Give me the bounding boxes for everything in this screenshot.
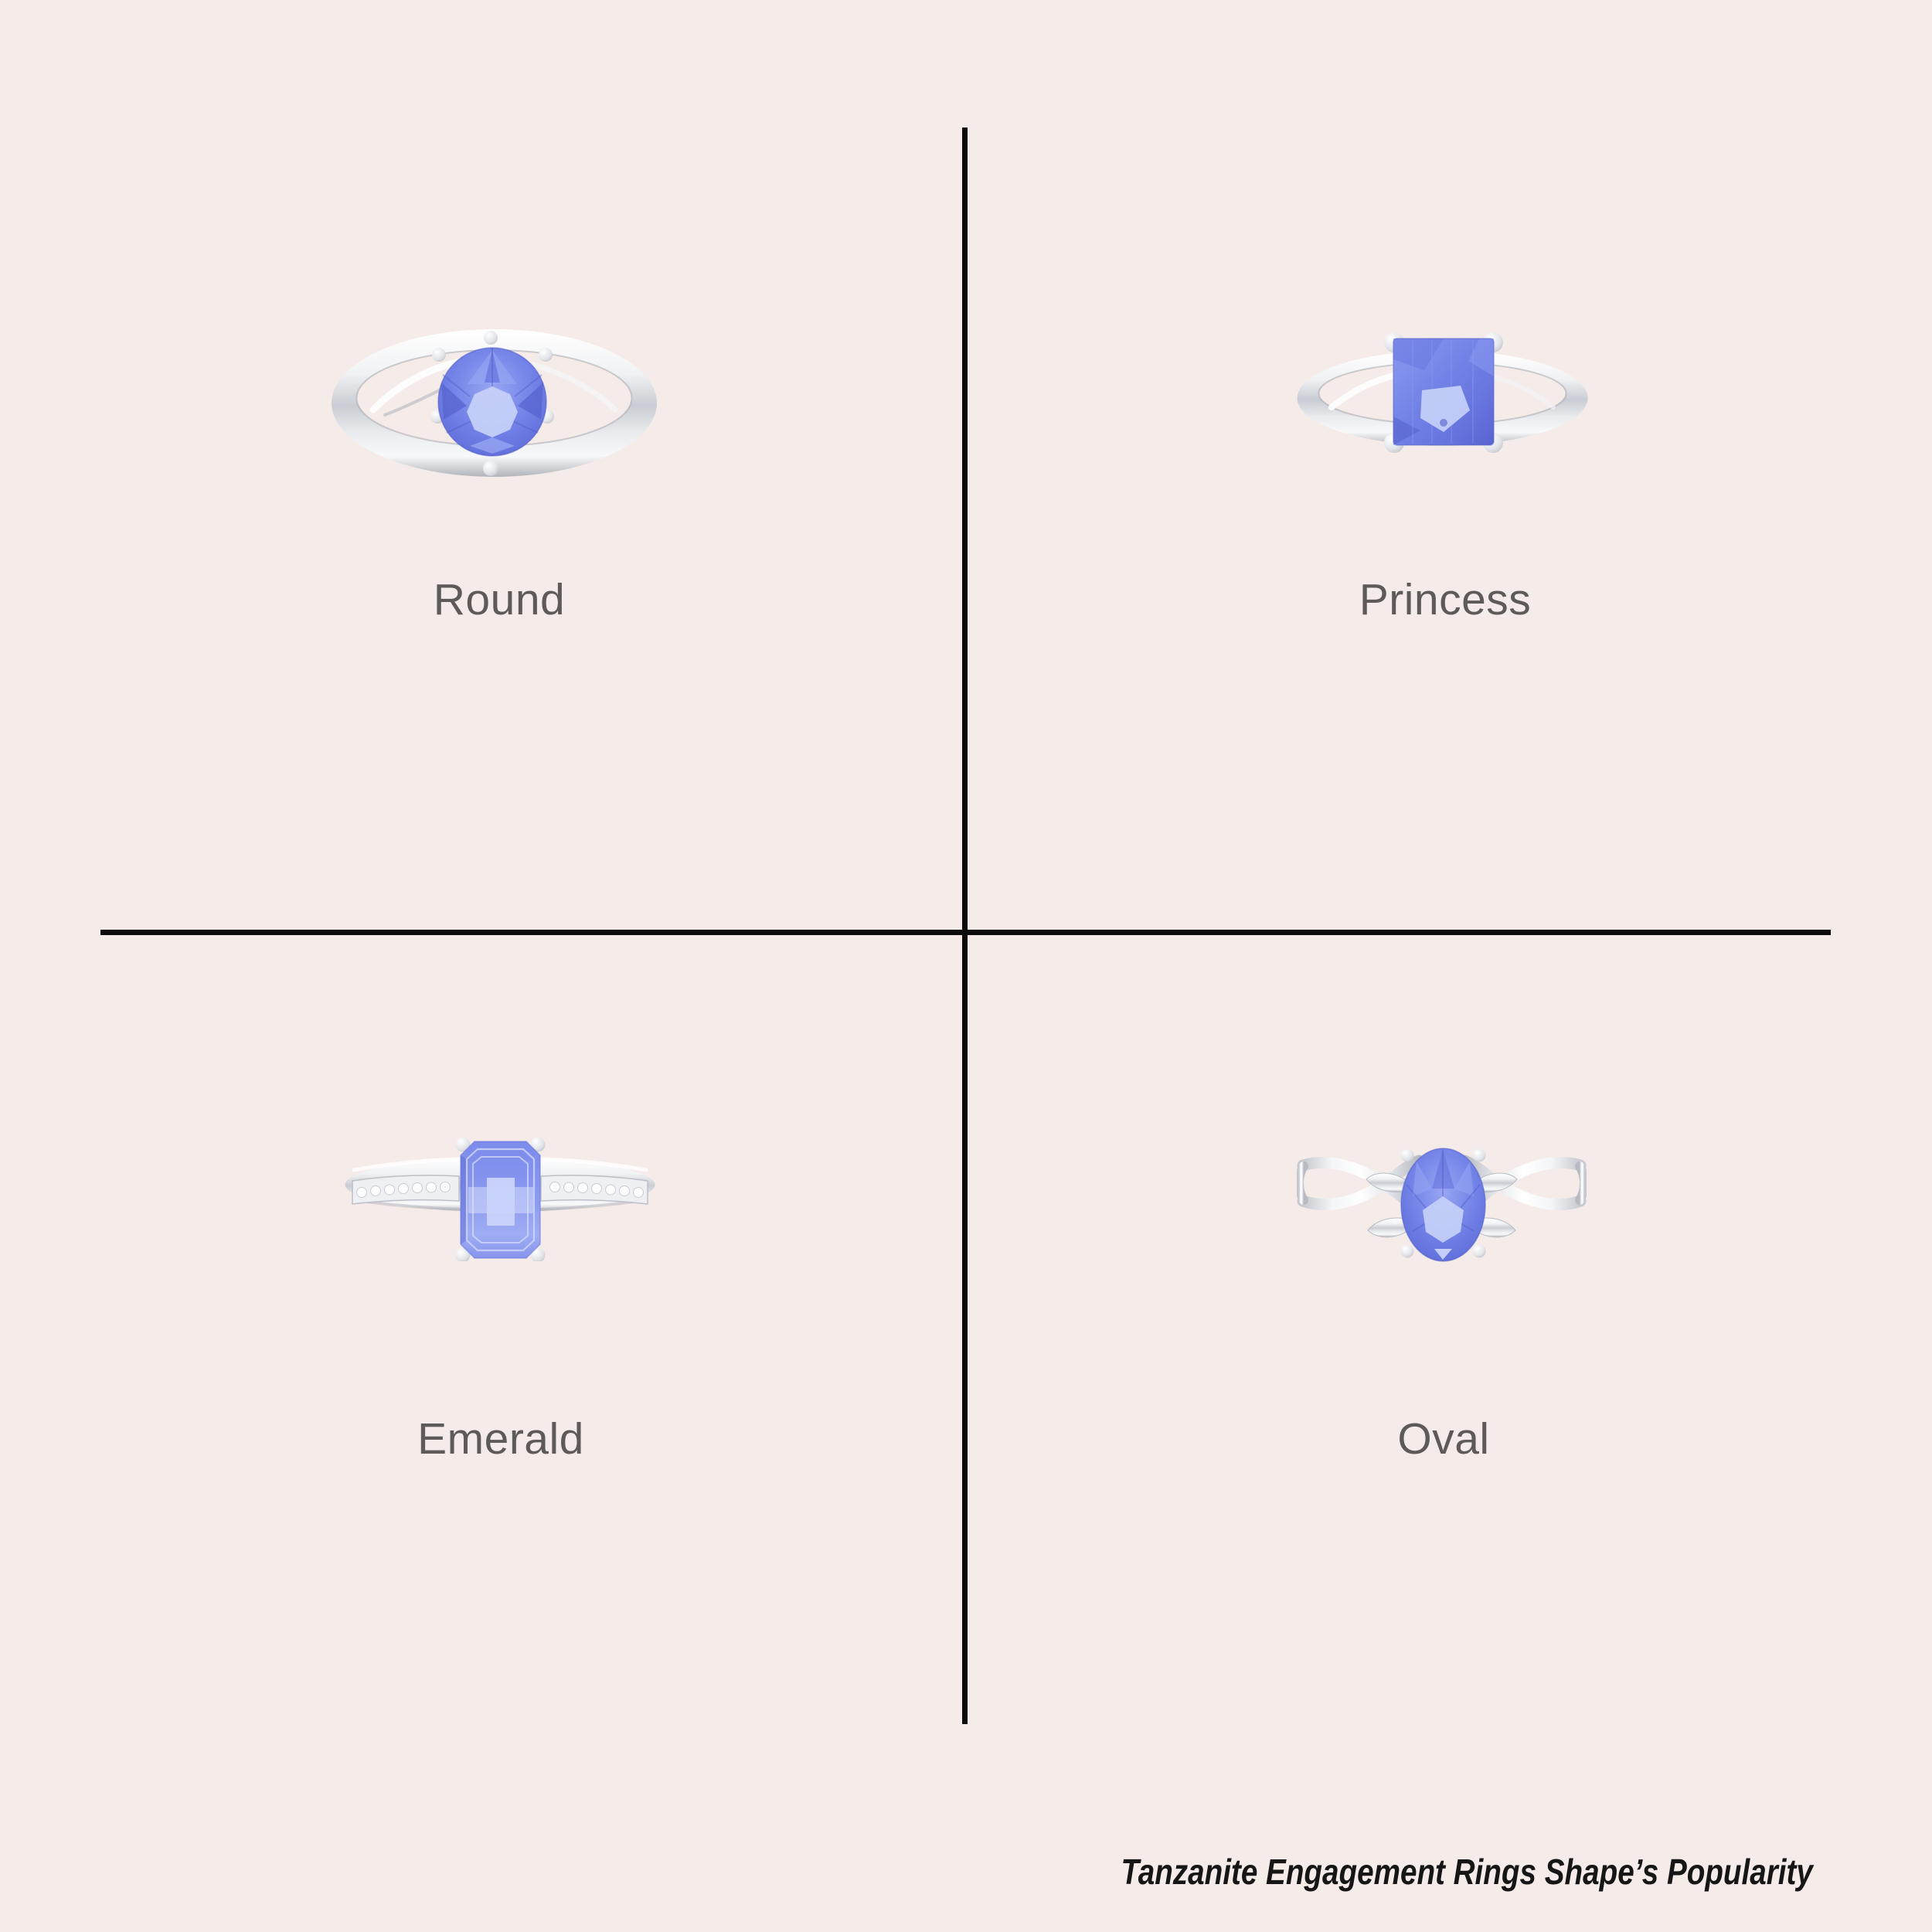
emerald-tanzanite-ring-icon — [345, 1137, 655, 1261]
infographic-title: Tanzanite Engagement Rings Shape’s Popul… — [1121, 1852, 1813, 1892]
emerald-tanzanite-stone — [460, 1141, 541, 1259]
emerald-ring-channel-diamonds — [352, 1175, 648, 1205]
princess-tanzanite-ring-icon — [1297, 332, 1588, 453]
oval-tanzanite-stone — [1400, 1148, 1486, 1262]
quadrant-label-emerald: Emerald — [417, 1414, 584, 1464]
princess-tanzanite-stone — [1393, 338, 1495, 446]
quadrant-label-princess: Princess — [1359, 575, 1532, 624]
oval-tanzanite-ring-icon — [1297, 1148, 1587, 1262]
round-tanzanite-ring-icon — [332, 329, 657, 477]
oval-ring-prongs — [1400, 1148, 1486, 1258]
horizontal-divider-line — [100, 930, 1831, 935]
vertical-divider-line — [962, 128, 968, 1724]
quadrant-label-oval: Oval — [1397, 1414, 1490, 1464]
emerald-ring-prongs — [455, 1137, 546, 1261]
quadrant-label-round: Round — [433, 575, 566, 624]
round-tanzanite-stone — [437, 347, 547, 457]
